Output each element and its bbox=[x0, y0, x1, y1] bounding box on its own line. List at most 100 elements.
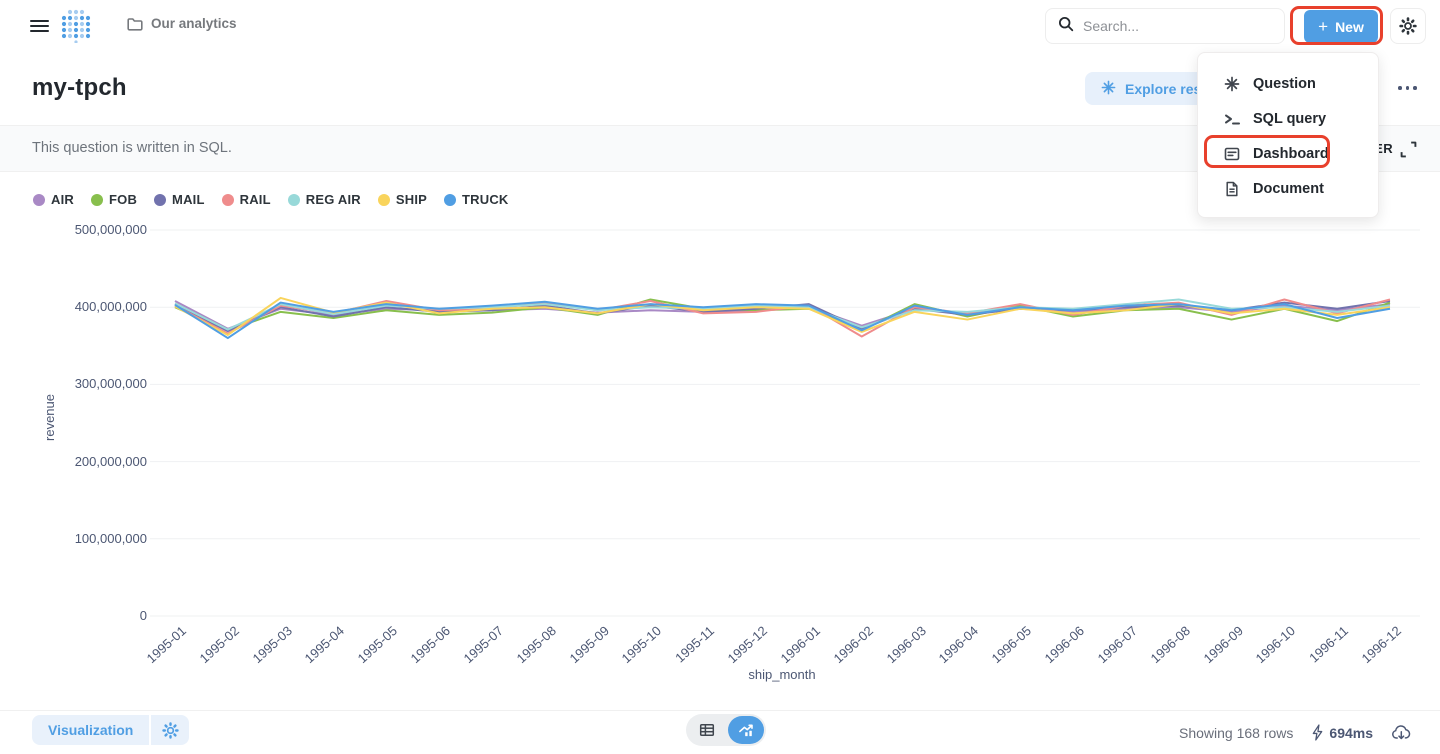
legend-swatch bbox=[287, 193, 300, 206]
query-duration: 694ms bbox=[1311, 724, 1373, 741]
legend-swatch bbox=[154, 193, 167, 206]
x-tick-label: 1995-11 bbox=[672, 623, 718, 666]
x-tick-label: 1995-12 bbox=[724, 623, 771, 667]
x-tick-label: 1996-05 bbox=[988, 623, 1035, 667]
legend-item-fob[interactable]: FOB bbox=[91, 192, 137, 207]
legend-swatch bbox=[221, 193, 234, 206]
new-button-label: New bbox=[1335, 18, 1364, 35]
settings-gear-button[interactable] bbox=[1390, 8, 1426, 44]
menu-item-question[interactable]: Question bbox=[1198, 66, 1378, 101]
insights-chart-icon bbox=[738, 724, 753, 736]
legend-label: TRUCK bbox=[462, 192, 509, 207]
folder-icon bbox=[127, 17, 143, 31]
x-tick-label: 1996-11 bbox=[1306, 623, 1352, 666]
x-tick-label: 1995-01 bbox=[143, 623, 190, 667]
legend-item-air[interactable]: AIR bbox=[33, 192, 74, 207]
x-tick-label: 1995-10 bbox=[618, 623, 665, 667]
line-series-ship[interactable] bbox=[174, 296, 1391, 336]
x-tick-label: 1995-08 bbox=[513, 623, 559, 667]
row-count-status: Showing 168 rows bbox=[1179, 724, 1294, 741]
legend-item-truck[interactable]: TRUCK bbox=[444, 192, 509, 207]
x-tick-label: 1996-08 bbox=[1147, 623, 1193, 667]
legend-label: RAIL bbox=[239, 192, 271, 207]
chart-view-button[interactable] bbox=[728, 716, 764, 744]
legend-item-rail[interactable]: RAIL bbox=[221, 192, 271, 207]
legend-swatch bbox=[444, 193, 457, 206]
search-icon bbox=[1058, 16, 1074, 37]
line-series-reg-air[interactable] bbox=[174, 298, 1391, 331]
sql-notice-text: This question is written in SQL. bbox=[32, 140, 232, 156]
x-tick-label: 1995-02 bbox=[196, 623, 242, 667]
x-tick-label: 1996-01 bbox=[777, 623, 823, 667]
legend-swatch bbox=[91, 193, 103, 206]
x-tick-label: 1995-07 bbox=[460, 623, 506, 667]
x-tick-label: 1996-03 bbox=[883, 623, 929, 667]
menu-item-document[interactable]: Document bbox=[1198, 171, 1378, 206]
legend-item-ship[interactable]: SHIP bbox=[377, 192, 428, 207]
bolt-icon bbox=[1313, 724, 1323, 741]
legend-label: MAIL bbox=[172, 192, 205, 207]
top-bar: Our analytics + New bbox=[0, 0, 1440, 52]
table-icon bbox=[699, 723, 715, 737]
x-tick-label: 1996-12 bbox=[1358, 623, 1405, 667]
metabase-logo-icon[interactable] bbox=[60, 9, 92, 44]
dashboard-icon bbox=[1224, 147, 1240, 160]
x-tick-label: 1996-06 bbox=[1041, 623, 1088, 667]
y-tick-label: 200,000,000 bbox=[74, 453, 147, 469]
search-input[interactable] bbox=[1083, 18, 1253, 34]
expand-editor-icon[interactable] bbox=[1400, 141, 1417, 158]
x-tick-label: 1995-09 bbox=[566, 623, 612, 667]
y-tick-label: 300,000,000 bbox=[74, 376, 147, 392]
sparkle-icon bbox=[1101, 80, 1116, 98]
legend-label: SHIP bbox=[395, 192, 428, 207]
new-button[interactable]: + New bbox=[1304, 10, 1378, 43]
x-tick-label: 1996-09 bbox=[1200, 623, 1246, 667]
y-tick-label: 0 bbox=[139, 608, 147, 623]
menu-item-label: Document bbox=[1253, 180, 1324, 197]
menu-item-dashboard[interactable]: Dashboard bbox=[1198, 136, 1378, 171]
legend-swatch bbox=[33, 193, 45, 206]
menu-item-label: Dashboard bbox=[1253, 145, 1329, 162]
hamburger-menu-icon[interactable] bbox=[30, 17, 49, 35]
breadcrumb[interactable]: Our analytics bbox=[127, 16, 237, 31]
more-options-icon[interactable] bbox=[1398, 80, 1420, 96]
table-view-button[interactable] bbox=[686, 722, 728, 738]
x-tick-label: 1996-04 bbox=[935, 623, 982, 667]
download-results-icon[interactable] bbox=[1391, 724, 1412, 741]
terminal-icon bbox=[1225, 114, 1240, 124]
line-chart[interactable] bbox=[150, 229, 1420, 617]
breadcrumb-label: Our analytics bbox=[151, 16, 237, 31]
y-tick-label: 100,000,000 bbox=[74, 530, 147, 546]
x-tick-label: 1995-05 bbox=[354, 623, 401, 667]
page-title: my-tpch bbox=[32, 74, 127, 101]
x-tick-label: 1996-07 bbox=[1094, 623, 1140, 667]
new-dropdown-menu: Question SQL query Dashboard Document bbox=[1197, 52, 1379, 218]
visualization-button[interactable]: Visualization bbox=[32, 715, 150, 745]
legend-label: REG AIR bbox=[305, 192, 361, 207]
x-tick-label: 1995-03 bbox=[249, 623, 295, 667]
y-axis-title: revenue bbox=[41, 394, 57, 441]
menu-item-sql-query[interactable]: SQL query bbox=[1198, 101, 1378, 136]
legend-item-mail[interactable]: MAIL bbox=[154, 192, 205, 207]
chart-legend: AIR FOB MAIL RAIL REG AIR SHIP TRUCK bbox=[33, 192, 509, 207]
menu-item-label: Question bbox=[1253, 75, 1316, 92]
legend-label: FOB bbox=[109, 192, 138, 207]
table-chart-toggle bbox=[686, 714, 766, 746]
legend-swatch bbox=[377, 193, 390, 206]
x-axis-title: ship_month bbox=[748, 667, 816, 682]
visualization-settings-gear-icon[interactable] bbox=[151, 715, 190, 745]
x-tick-label: 1996-10 bbox=[1252, 623, 1299, 667]
document-icon bbox=[1226, 181, 1238, 196]
line-series-truck[interactable] bbox=[174, 300, 1391, 340]
legend-item-reg-air[interactable]: REG AIR bbox=[287, 192, 361, 207]
y-tick-label: 400,000,000 bbox=[74, 299, 147, 315]
search-bar[interactable] bbox=[1045, 8, 1285, 44]
plus-icon: + bbox=[1318, 16, 1329, 36]
legend-label: AIR bbox=[51, 192, 74, 207]
sparkle-icon bbox=[1224, 76, 1240, 91]
y-tick-label: 500,000,000 bbox=[74, 222, 147, 237]
x-tick-label: 1995-06 bbox=[407, 623, 454, 667]
menu-item-label: SQL query bbox=[1253, 110, 1327, 127]
bottom-bar: Visualization bbox=[0, 710, 1440, 754]
x-tick-label: 1995-04 bbox=[302, 623, 348, 667]
